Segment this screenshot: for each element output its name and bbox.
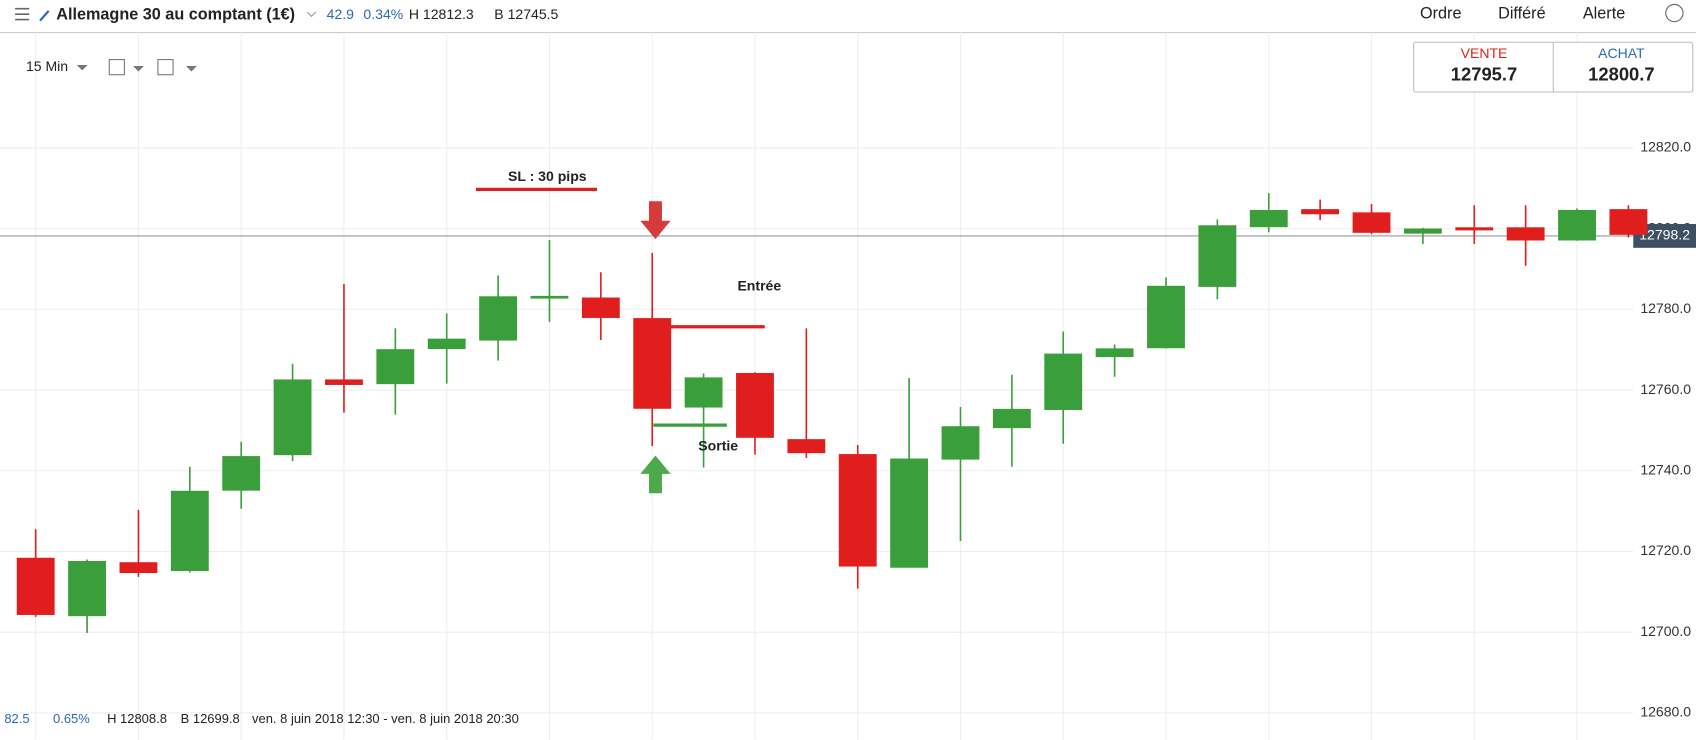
menu-item[interactable]: Différé [1498, 4, 1545, 22]
y-tick-label: 12760.0 [1640, 381, 1691, 397]
buy-arrow [640, 455, 671, 494]
candle-body [222, 456, 261, 491]
header: Allemagne 30 au comptant (1€) 42.9 0.34%… [0, 3, 1696, 34]
candle-body [119, 562, 158, 573]
dropdown-icon[interactable] [76, 64, 88, 71]
candle-body [1506, 227, 1545, 241]
candle-body [1147, 285, 1185, 349]
candle-body [1249, 209, 1288, 228]
sell-price[interactable]: 12795.7 [1451, 64, 1517, 85]
high: H 12812.3 [409, 6, 474, 22]
low: B 12745.5 [494, 6, 558, 22]
candle-body [941, 426, 980, 460]
menu-item[interactable]: Alerte [1583, 4, 1625, 22]
last-price-label: 12798.2 [1639, 227, 1690, 243]
footer-low: B 12699.8 [181, 711, 240, 726]
toolbar: 15 Min [26, 58, 197, 76]
candle-body [530, 295, 569, 299]
candle-body [1352, 212, 1391, 233]
candle-body [325, 379, 363, 385]
candle-body [1095, 348, 1134, 358]
plot: 12680.0 12700.0 12720.0 12740.0 12760.0 12780… [0, 32, 1696, 740]
y-tick-label: 12820.0 [1640, 139, 1691, 155]
candle-body [1301, 209, 1340, 215]
indicator-icon[interactable] [157, 59, 174, 76]
dropdown-icon[interactable] [133, 66, 144, 72]
change-pct: 0.34% [363, 6, 403, 22]
candle-body [376, 349, 415, 385]
candle-body [581, 297, 620, 318]
candle-body [170, 490, 209, 571]
buy-price[interactable]: 12800.7 [1588, 64, 1654, 85]
candle-body [479, 296, 518, 341]
candle-body [1558, 209, 1596, 241]
instrument-title[interactable]: Allemagne 30 au comptant (1€) [56, 6, 295, 24]
candle-body [1609, 209, 1648, 235]
annotations: SL : 30 pips Entrée Sortie [475, 168, 781, 494]
edit-icon[interactable] [39, 10, 50, 22]
sell-arrow [640, 201, 671, 240]
menu-item[interactable]: Ordre [1420, 4, 1461, 22]
sell-label[interactable]: VENTE [1461, 45, 1508, 61]
y-tick-label: 12720.0 [1640, 542, 1691, 558]
y-tick-label: 12700.0 [1640, 623, 1691, 639]
candle-body [787, 439, 826, 454]
chart-type-icon[interactable] [108, 59, 125, 76]
candle-body [427, 338, 466, 350]
annotation: SL : 30 pips [508, 168, 587, 184]
change: 42.9 [327, 6, 355, 22]
footer: 82.5 0.65% H 12808.8 B 12699.8 ven. 8 ju… [4, 711, 518, 726]
quote-box: VENTE 12795.7 ACHAT 12800.7 [1413, 41, 1694, 93]
buy-label[interactable]: ACHAT [1598, 45, 1645, 61]
y-tick-label: 12780.0 [1640, 300, 1691, 316]
footer-change-pct: 0.65% [53, 711, 90, 726]
candle-body [16, 557, 55, 615]
annotation: Sortie [698, 438, 738, 454]
y-tick-label: 12680.0 [1640, 704, 1691, 720]
candle-body [1455, 227, 1494, 231]
footer-change: 82.5 [4, 711, 29, 726]
dropdown-icon[interactable] [186, 66, 197, 72]
menu-icon[interactable] [15, 7, 30, 21]
footer-high: H 12808.8 [107, 711, 167, 726]
candle-body [992, 408, 1031, 429]
candle-body [273, 379, 312, 456]
dropdown-icon[interactable] [306, 11, 317, 18]
candle-body [68, 561, 107, 617]
last-price-box [1633, 224, 1696, 248]
footer-range: ven. 8 juin 2018 12:30 - ven. 8 juin 201… [252, 711, 519, 726]
candle-body [1044, 353, 1083, 410]
candle-body [1403, 228, 1442, 234]
candle-body [684, 377, 723, 408]
candle-body [736, 372, 774, 438]
annotation: Entrée [737, 277, 781, 293]
candle-body [633, 318, 672, 409]
candle-body [1198, 225, 1237, 287]
candle-body [838, 454, 877, 567]
y-tick-label: 12740.0 [1640, 461, 1691, 477]
interval[interactable]: 15 Min [26, 58, 68, 74]
candle-body [890, 458, 929, 568]
info-icon[interactable] [1665, 3, 1684, 23]
